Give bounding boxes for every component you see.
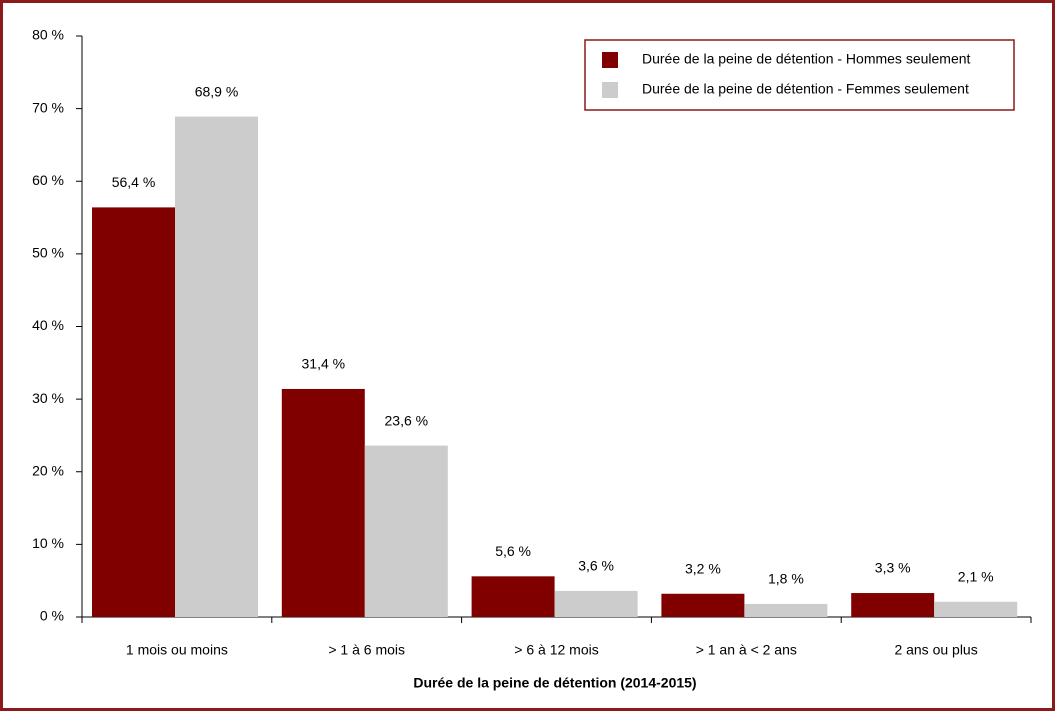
bar: [471, 576, 555, 617]
bar: [744, 603, 828, 617]
legend-label: Durée de la peine de détention - Hommes …: [642, 51, 971, 67]
y-tick-label: 50 %: [32, 245, 64, 261]
value-label: 3,6 %: [578, 558, 614, 574]
value-label: 23,6 %: [385, 412, 429, 428]
x-tick-label: 1 mois ou moins: [126, 642, 228, 658]
bar: [661, 593, 745, 617]
value-label: 56,4 %: [112, 174, 156, 190]
y-tick-label: 10 %: [32, 535, 64, 551]
legend-box: [584, 39, 1015, 111]
y-tick-label: 20 %: [32, 462, 64, 478]
value-label: 68,9 %: [195, 83, 239, 99]
bar: [851, 593, 935, 617]
value-label: 3,2 %: [685, 560, 721, 576]
value-label: 5,6 %: [495, 543, 531, 559]
y-tick-label: 40 %: [32, 317, 64, 333]
x-tick-label: > 6 à 12 mois: [514, 642, 598, 658]
legend-swatch: [602, 52, 618, 68]
x-tick-label: > 1 à 6 mois: [328, 642, 405, 658]
bar: [175, 116, 258, 618]
x-tick-label: 2 ans ou plus: [894, 642, 977, 658]
value-label: 3,3 %: [875, 560, 911, 576]
bar: [364, 445, 448, 617]
legend-swatch: [602, 82, 618, 98]
y-tick-label: 80 %: [32, 27, 64, 43]
legend-label: Durée de la peine de détention - Femmes …: [642, 81, 969, 97]
x-axis-title: Durée de la peine de détention (2014-201…: [413, 675, 696, 691]
x-tick-label: > 1 an à < 2 ans: [696, 642, 797, 658]
y-tick-label: 60 %: [32, 172, 64, 188]
bar: [554, 590, 638, 617]
bar: [281, 388, 365, 617]
bar: [934, 601, 1018, 617]
bar: [92, 207, 175, 617]
value-label: 1,8 %: [768, 571, 804, 587]
y-tick-label: 30 %: [32, 390, 64, 406]
value-label: 31,4 %: [302, 356, 346, 372]
value-label: 2,1 %: [958, 568, 994, 584]
y-tick-label: 70 %: [32, 99, 64, 115]
y-tick-label: 0 %: [40, 608, 64, 624]
